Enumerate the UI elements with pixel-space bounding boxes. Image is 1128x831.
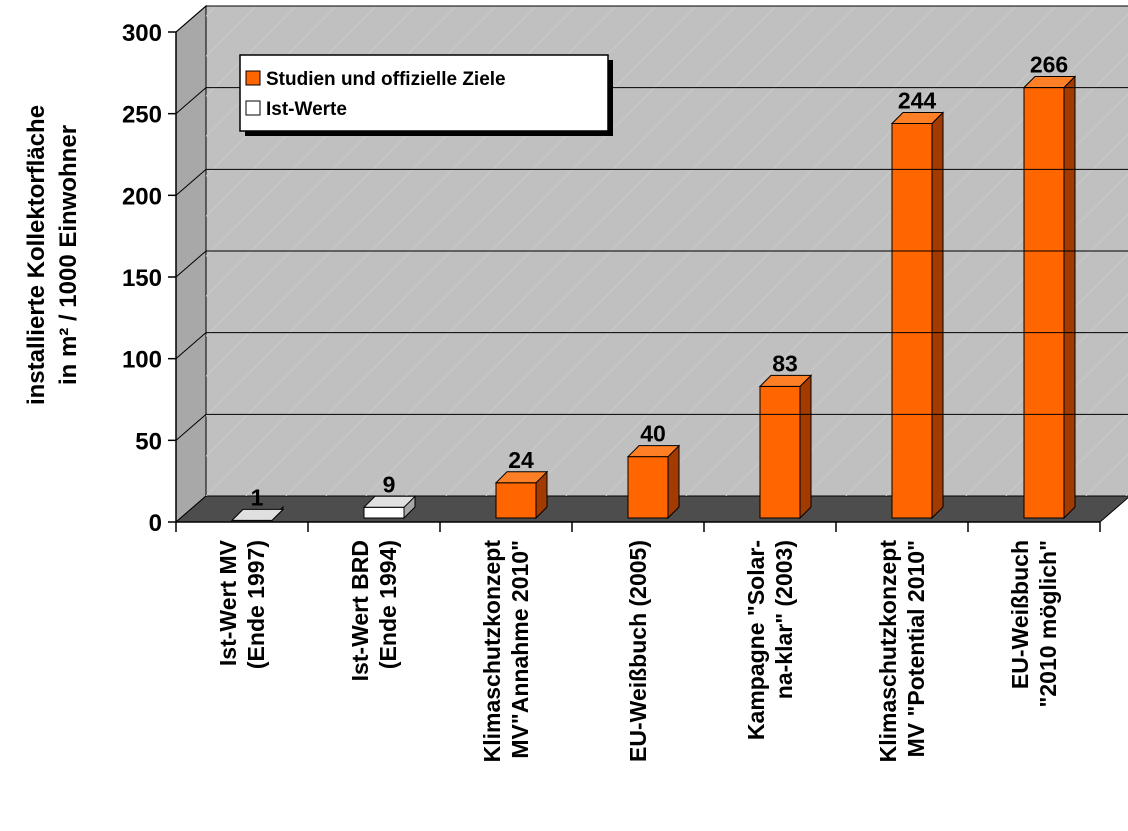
y-axis-title: installierte Kollektorfläche [23, 105, 50, 405]
bar [1022, 75, 1077, 520]
category-label: EU-Weißbuch (2005) [625, 540, 651, 762]
bar-side [931, 111, 944, 520]
bar-top [758, 374, 813, 387]
legend-label: Ist-Werte [266, 99, 347, 120]
category-label: Klimaschutzkonzept [479, 540, 505, 763]
value-label: 24 [508, 447, 534, 473]
bar [890, 111, 945, 520]
category-label: (Ende 1994) [375, 540, 401, 669]
gridline-side [175, 168, 207, 196]
category-label: MV"Annahme 2010" [507, 540, 533, 759]
bar-top [494, 471, 549, 484]
y-tick-label: 200 [122, 183, 162, 210]
bar-side [799, 374, 812, 520]
bar-top [890, 111, 945, 124]
y-tick-label: 300 [122, 20, 162, 47]
y-axis-title: in m² / 1000 Einwohner [55, 125, 82, 385]
category-label: Klimaschutzkonzept [875, 540, 901, 763]
category-label: Kampagne "Solar- [743, 540, 769, 740]
value-label: 244 [898, 87, 937, 113]
bar-front [495, 482, 537, 519]
y-tick-label: 100 [122, 347, 162, 374]
bar [626, 444, 681, 520]
gridline-side [175, 5, 207, 33]
y-tick-label: 0 [149, 510, 162, 537]
bar-front [627, 456, 669, 519]
value-label: 9 [383, 471, 396, 497]
bar-side [667, 444, 680, 520]
legend-swatch [245, 100, 261, 116]
bar-side [1063, 75, 1076, 520]
bar-front [891, 122, 933, 519]
legend-label: Studien und offizielle Ziele [266, 69, 506, 90]
bar [230, 505, 285, 522]
value-label: 40 [640, 421, 666, 447]
legend: Studien und offizielle Ziele Ist-Werte [239, 54, 613, 136]
category-label: na-klar" (2003) [771, 540, 797, 699]
bar-top [626, 445, 681, 458]
legend-swatch [245, 70, 261, 86]
category-label: (Ende 1997) [243, 540, 269, 669]
bar-front [759, 385, 801, 519]
y-tick-label: 50 [135, 428, 162, 455]
value-label: 266 [1030, 52, 1068, 78]
bars [230, 75, 1077, 522]
category-label: Ist-Wert MV [215, 539, 241, 666]
bar [494, 470, 549, 520]
category-label: "2010 möglich" [1035, 540, 1061, 708]
value-label: 1 [251, 484, 264, 510]
gridline-side [175, 413, 207, 441]
legend-box [239, 54, 609, 132]
bar [362, 495, 417, 520]
labels: 0 50 100 150 200 250 300 1 9 24 40 83 244 266 Ist-Wert… [23, 20, 1068, 762]
category-label: Ist-Wert BRD [347, 540, 373, 681]
value-label: 83 [772, 350, 798, 376]
category-label: MV "Potential 2010" [903, 540, 929, 757]
gridline-side [175, 332, 207, 360]
category-label: EU-Weißbuch [1007, 540, 1033, 689]
y-tick-label: 150 [122, 265, 162, 292]
y-tick-label: 250 [122, 102, 162, 129]
gridline-side [175, 87, 207, 115]
wall-texture [0, 6, 16, 496]
bar-front [363, 506, 405, 519]
bar-top [230, 508, 285, 521]
bar [758, 374, 813, 520]
bar-front [1023, 87, 1065, 519]
gridline-side [175, 250, 207, 278]
bar-top [362, 495, 417, 508]
